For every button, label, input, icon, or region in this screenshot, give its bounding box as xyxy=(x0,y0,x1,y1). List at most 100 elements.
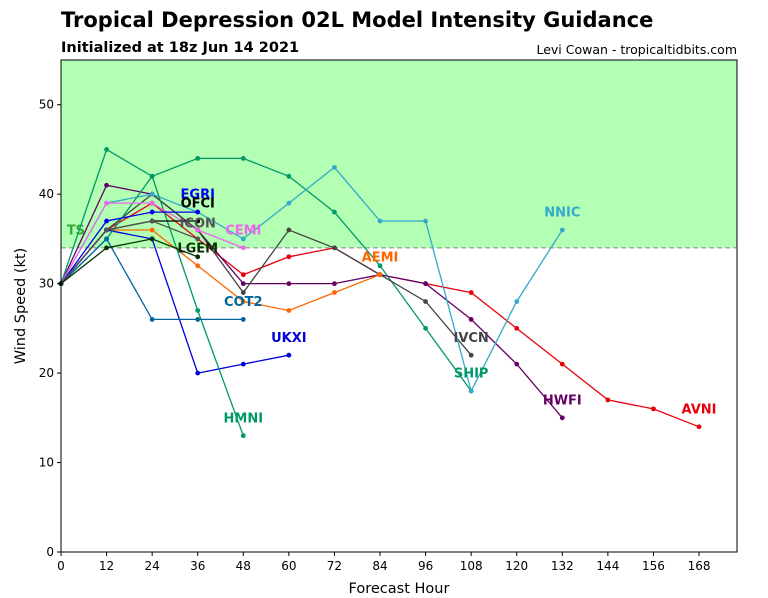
data-point-ship xyxy=(332,209,337,215)
data-point-nnic xyxy=(559,227,565,233)
series-line-aemi xyxy=(60,229,381,312)
data-point-avni xyxy=(286,254,292,260)
chart-credit: Levi Cowan - tropicaltidbits.com xyxy=(536,42,737,57)
y-tick-label: 50 xyxy=(39,98,54,112)
data-point-cemi xyxy=(195,227,201,233)
data-point-cot2 xyxy=(195,317,201,322)
x-tick-label: 168 xyxy=(688,559,711,573)
data-point-ofci xyxy=(195,218,201,224)
x-tick-label: 36 xyxy=(190,559,205,573)
data-point-hmni xyxy=(149,173,155,179)
data-point-cot2 xyxy=(104,236,109,242)
series-line-hwfi xyxy=(60,184,563,419)
data-point-aemi xyxy=(240,299,246,304)
data-point-nnic xyxy=(240,236,246,242)
series-label-ukxi: UKXI xyxy=(271,331,307,346)
x-tick-label: 0 xyxy=(57,559,65,573)
data-point-cemi xyxy=(240,245,246,251)
series-label-cemi: CEMI xyxy=(225,223,261,238)
data-point-aemi xyxy=(286,308,292,313)
series-line-ivcn xyxy=(60,193,472,356)
series-label-hwfi: HWFI xyxy=(543,393,582,408)
data-point-aemi xyxy=(149,227,155,233)
data-point-aemi xyxy=(332,290,337,295)
y-tick-label: 0 xyxy=(46,545,54,559)
data-point-nnic xyxy=(468,388,474,394)
data-point-ship xyxy=(240,156,246,161)
data-point-cot2 xyxy=(240,317,246,322)
data-point-icon xyxy=(149,218,155,224)
data-point-nnic xyxy=(423,218,428,224)
y-tick-label: 20 xyxy=(39,366,54,380)
data-point-ivcn xyxy=(423,299,428,304)
data-point-ivcn xyxy=(286,227,292,233)
data-point-ship xyxy=(377,263,383,269)
y-tick-label: 30 xyxy=(39,277,54,291)
data-point-cemi xyxy=(149,200,155,206)
data-point-ship xyxy=(195,156,201,161)
data-point-hwfi xyxy=(286,281,292,287)
data-point-icon xyxy=(195,236,201,242)
data-point-hwfi xyxy=(423,281,428,287)
data-point-nnic xyxy=(286,200,292,206)
series-line-lgem xyxy=(60,238,198,285)
data-point-hwfi xyxy=(468,317,474,322)
series-label-ivcn: IVCN xyxy=(453,331,488,346)
data-point-hwfi xyxy=(240,281,246,287)
x-tick-label: 144 xyxy=(596,559,619,573)
data-point-lgem xyxy=(149,236,155,242)
x-tick-label: 12 xyxy=(99,559,114,573)
x-tick-label: 72 xyxy=(327,559,342,573)
data-point-ukxi xyxy=(286,352,292,358)
series-line-ship xyxy=(60,148,472,392)
y-tick-label: 40 xyxy=(39,187,54,201)
x-tick-label: 60 xyxy=(281,559,296,573)
data-point-icon xyxy=(104,227,109,233)
data-point-avni xyxy=(651,406,656,412)
data-point-aemi xyxy=(377,272,383,278)
x-axis-label: Forecast Hour xyxy=(349,581,450,597)
data-point-ship xyxy=(104,147,109,152)
series-line-egri xyxy=(60,211,198,284)
y-axis-label: Wind Speed (kt) xyxy=(13,248,29,365)
y-tick-label: 10 xyxy=(39,456,54,470)
data-point-egri xyxy=(149,209,155,215)
series-line-icon xyxy=(60,220,198,285)
series-label-hmni: HMNI xyxy=(224,411,264,426)
data-point-avni xyxy=(240,272,246,278)
series-label-ofci: OFCI xyxy=(181,197,215,212)
series-label-icon: ICON xyxy=(180,216,216,231)
data-point-hwfi xyxy=(514,361,520,367)
chart-title: Tropical Depression 02L Model Intensity … xyxy=(61,8,654,32)
series-label-nnic: NNIC xyxy=(544,206,580,221)
data-point-avni xyxy=(514,325,520,331)
data-point-cot2 xyxy=(149,317,155,322)
data-point-ukxi xyxy=(240,361,246,367)
data-point-avni xyxy=(468,290,474,295)
x-tick-label: 132 xyxy=(551,559,574,573)
series-label-avni: AVNI xyxy=(682,402,717,417)
data-point-nnic xyxy=(149,191,155,197)
data-point-egri xyxy=(104,218,109,224)
data-point-lgem xyxy=(195,254,201,260)
x-tick-label: 84 xyxy=(372,559,387,573)
series-label-aemi: AEMI xyxy=(362,250,399,265)
data-point-hmni xyxy=(240,433,246,439)
data-point-nnic xyxy=(377,218,383,224)
x-tick-label: 96 xyxy=(418,559,433,573)
x-tick-label: 108 xyxy=(460,559,483,573)
data-point-egri xyxy=(195,209,201,215)
series-label-egri: EGRI xyxy=(181,188,215,203)
data-point-ship xyxy=(423,325,428,331)
data-point-cemi xyxy=(104,200,109,206)
series-label-ship: SHIP xyxy=(454,367,489,382)
series-line-nnic xyxy=(60,166,563,393)
data-point-hwfi xyxy=(104,182,109,188)
x-tick-label: 156 xyxy=(642,559,665,573)
data-point-nnic xyxy=(514,299,520,304)
plot-frame xyxy=(60,59,738,553)
data-point-lgem xyxy=(104,245,109,251)
data-point-avni xyxy=(559,361,565,367)
data-point-ship xyxy=(286,173,292,179)
